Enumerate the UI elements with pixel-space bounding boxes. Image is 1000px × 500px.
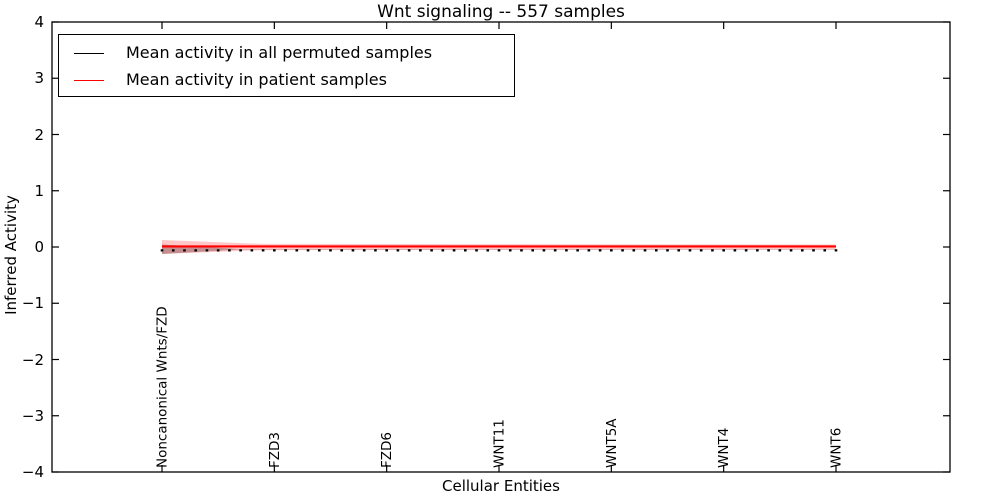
y-tick-labels: 4 3 2 1 0 −1 −2 −3 −4	[0, 0, 44, 500]
permuted-mean-marker	[531, 249, 534, 252]
permuted-mean-marker	[250, 249, 254, 252]
permuted-std-band	[162, 244, 836, 255]
permuted-mean-marker	[273, 249, 276, 252]
permuted-mean-marker	[520, 249, 523, 252]
permuted-mean-marker	[396, 249, 400, 252]
y-tick-label: −2	[21, 350, 44, 369]
permuted-mean-marker	[205, 249, 209, 252]
permuted-mean-marker	[306, 249, 310, 252]
permuted-mean-marker	[194, 249, 197, 252]
y-tick-label: 3	[34, 69, 44, 88]
permuted-mean-marker	[722, 249, 725, 252]
permuted-mean-marker	[699, 249, 703, 252]
chart-title: Wnt signaling -- 557 samples	[377, 2, 625, 22]
permuted-mean-marker	[666, 249, 669, 252]
permuted-mean-marker	[475, 249, 478, 252]
permuted-mean-marker	[407, 249, 411, 252]
permuted-mean-marker	[688, 249, 692, 252]
permuted-mean-marker	[228, 249, 231, 252]
legend-label: Mean activity in patient samples	[126, 70, 387, 89]
legend: Mean activity in all permuted samples Me…	[58, 34, 515, 97]
x-tick-label: Noncanonical Wnts/FZD	[155, 306, 171, 468]
permuted-mean-marker	[351, 249, 355, 252]
x-tick-label: WNT6	[829, 428, 845, 468]
permuted-mean-marker	[430, 249, 433, 252]
permuted-mean-marker	[654, 249, 658, 252]
permuted-mean-marker	[823, 249, 827, 252]
permuted-mean-marker	[441, 249, 445, 252]
y-tick-label: 4	[34, 13, 44, 31]
permuted-mean-marker	[385, 249, 388, 252]
permuted-mean-marker	[553, 249, 557, 252]
x-tick-label: WNT11	[492, 419, 508, 468]
y-tick-label: 2	[34, 125, 44, 144]
permuted-mean-marker	[374, 249, 377, 252]
permuted-mean-marker	[744, 249, 748, 252]
legend-label: Mean activity in all permuted samples	[126, 43, 433, 62]
x-tick-label: FZD6	[379, 432, 395, 468]
permuted-mean-marker	[340, 249, 344, 252]
permuted-mean-marker	[160, 249, 164, 252]
permuted-mean-marker	[497, 249, 501, 252]
y-tick-label: 1	[34, 181, 44, 200]
legend-entry-patient: Mean activity in patient samples	[59, 69, 514, 91]
x-axis-label: Cellular Entities	[442, 477, 560, 495]
permuted-mean-marker	[778, 249, 782, 252]
permuted-mean-marker	[486, 249, 490, 252]
permuted-mean-marker	[812, 249, 815, 252]
permuted-mean-marker	[329, 249, 332, 252]
permuted-mean-marker	[610, 249, 613, 252]
y-tick-label: −1	[21, 294, 44, 313]
legend-line-sample-red	[74, 79, 104, 81]
permuted-mean-marker	[464, 249, 467, 252]
y-tick-label: −4	[21, 463, 44, 481]
x-tick-label: WNT4	[716, 428, 732, 468]
permuted-mean-marker	[295, 249, 299, 252]
permuted-mean-marker	[711, 249, 714, 252]
permuted-mean-marker	[216, 249, 220, 252]
y-tick-label: 0	[34, 238, 44, 256]
permuted-mean-marker	[542, 249, 546, 252]
y-tick-label: −3	[21, 406, 44, 425]
permuted-mean-marker	[284, 249, 287, 252]
permuted-mean-marker	[598, 249, 602, 252]
permuted-mean-marker	[733, 249, 737, 252]
permuted-mean-marker	[419, 249, 422, 252]
x-tick-label: FZD3	[267, 432, 283, 468]
permuted-mean-marker	[317, 249, 321, 252]
permuted-mean-marker	[621, 249, 624, 252]
permuted-mean-marker	[261, 249, 265, 252]
permuted-mean-marker	[239, 249, 242, 252]
permuted-mean-marker	[171, 249, 175, 252]
permuted-mean-marker	[834, 249, 838, 252]
permuted-mean-marker	[587, 249, 591, 252]
permuted-mean-marker	[362, 249, 366, 252]
permuted-mean-marker	[756, 249, 759, 252]
permuted-mean-marker	[452, 249, 456, 252]
permuted-mean-marker	[643, 249, 647, 252]
permuted-mean-marker	[767, 249, 770, 252]
permuted-mean-marker	[789, 249, 793, 252]
legend-line-sample-black	[74, 52, 104, 54]
x-tick-label: WNT5A	[604, 418, 620, 468]
legend-entry-permuted: Mean activity in all permuted samples	[59, 42, 514, 64]
permuted-mean-marker	[565, 249, 568, 252]
permuted-mean-marker	[576, 249, 579, 252]
permuted-mean-marker	[677, 249, 681, 252]
permuted-mean-marker	[508, 249, 512, 252]
permuted-mean-marker	[632, 249, 636, 252]
permuted-mean-marker	[183, 249, 186, 252]
permuted-mean-marker	[801, 249, 804, 252]
